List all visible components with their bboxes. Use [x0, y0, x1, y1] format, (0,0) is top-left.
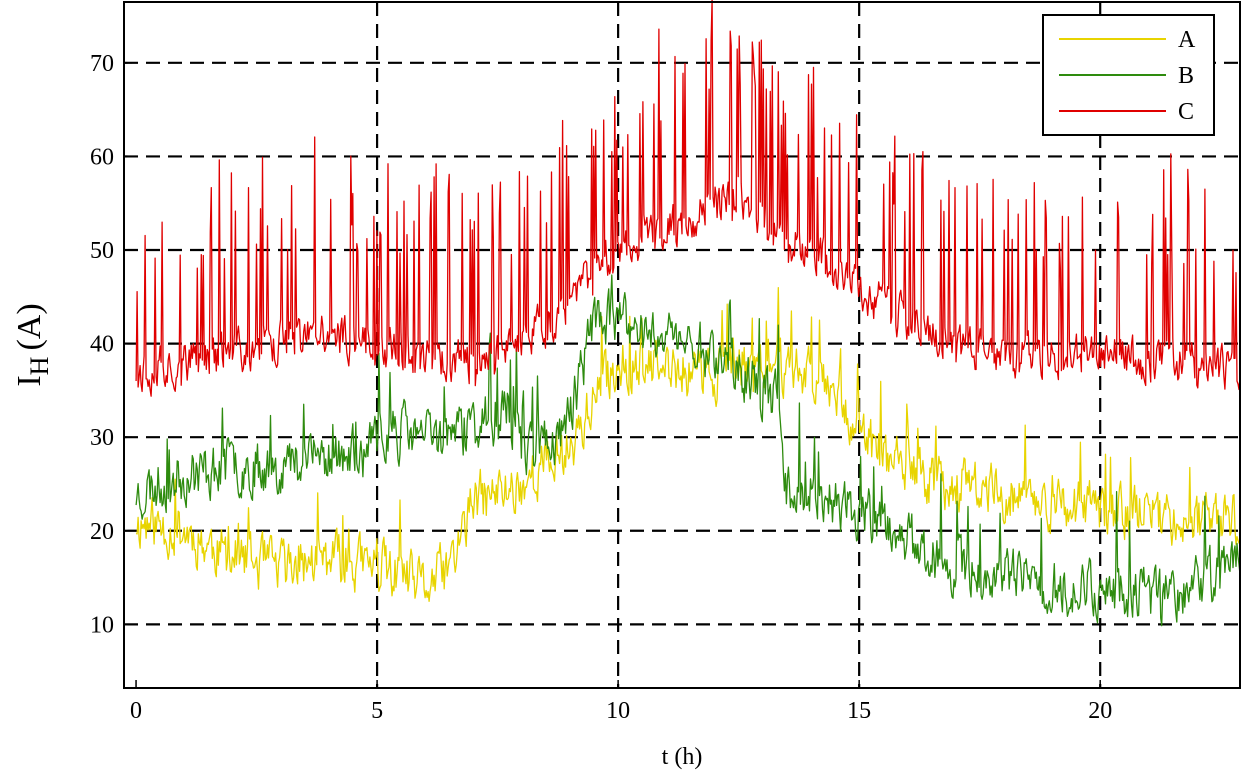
y-axis-title-subscript: H: [25, 356, 54, 375]
x-tick-label: 15: [847, 698, 871, 724]
legend-label-C: C: [1178, 99, 1194, 125]
axis-ticks: 0 5 10 15 20 10 20 30 40 50 60 70: [90, 51, 1112, 724]
legend: ABC: [1042, 14, 1215, 136]
legend-label-A: A: [1178, 27, 1196, 53]
plot-frame: [123, 1, 1241, 689]
svg-text:IH(A): IH (A): [11, 303, 54, 386]
y-tick-label: 70: [90, 51, 114, 77]
x-tick-label: 5: [371, 698, 383, 724]
series-A-line: [135, 287, 1241, 602]
y-tick-label: 30: [90, 425, 114, 451]
y-tick-label: 60: [90, 144, 114, 170]
y-axis-title: IH (A): [11, 303, 54, 386]
series-group: [135, 0, 1241, 627]
x-tick-label: 0: [130, 698, 142, 724]
series-C-line: [135, 0, 1241, 397]
y-tick-label: 10: [90, 612, 114, 638]
x-axis-title: t (h): [662, 744, 703, 770]
legend-label-B: B: [1178, 63, 1194, 89]
y-axis-title-main: I: [11, 375, 48, 386]
x-tick-label: 10: [606, 698, 630, 724]
x-tick-label: 20: [1088, 698, 1112, 724]
y-tick-label: 20: [90, 519, 114, 545]
series-B-line: [135, 274, 1241, 627]
y-tick-label: 50: [90, 238, 114, 264]
y-axis-title-unit: (A): [11, 303, 48, 350]
y-tick-label: 40: [90, 332, 114, 358]
